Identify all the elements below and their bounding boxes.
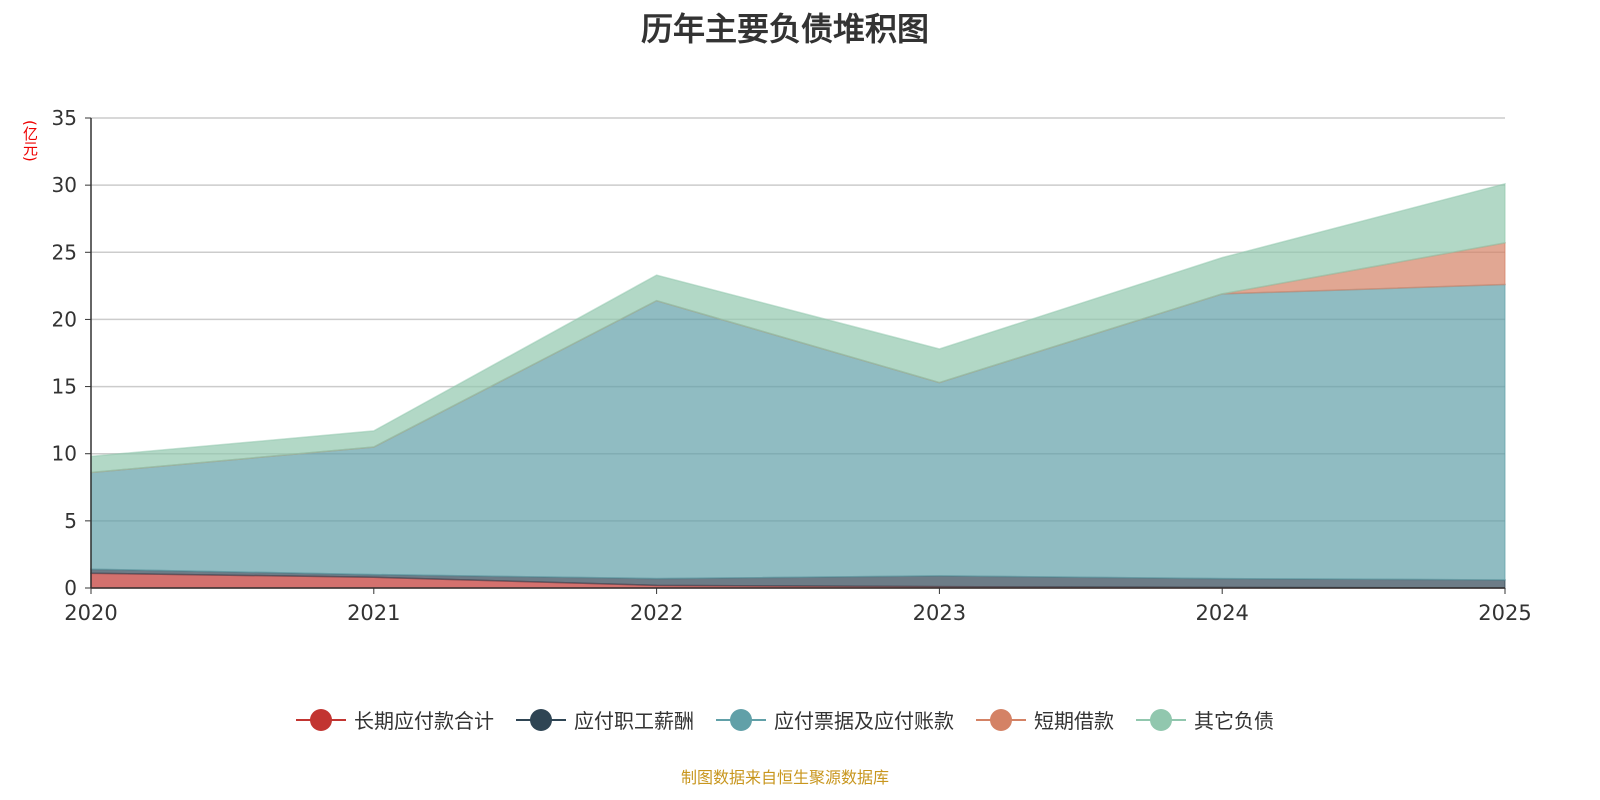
chart-title: 历年主要负债堆积图: [640, 10, 929, 48]
x-tick-label: 2024: [1195, 601, 1248, 625]
legend-label: 其它负债: [1194, 709, 1274, 733]
x-tick-label: 2021: [347, 601, 400, 625]
x-tick-label: 2025: [1478, 601, 1531, 625]
y-tick-label: 35: [52, 106, 77, 130]
y-tick-label: 30: [52, 173, 77, 197]
y-tick-label: 25: [52, 240, 77, 264]
x-tick-label: 2022: [630, 601, 683, 625]
legend-item[interactable]: 其它负债: [1136, 705, 1274, 734]
legend-marker-icon: [976, 708, 1026, 732]
legend-label: 应付票据及应付账款: [774, 709, 954, 733]
legend-item[interactable]: 应付职工薪酬: [516, 705, 694, 734]
area-其它负债: [90, 182, 1506, 474]
x-tick-label: 2023: [913, 601, 966, 625]
y-tick-label: 5: [64, 509, 77, 533]
x-tick-label: 2020: [64, 601, 117, 625]
legend-marker-icon: [716, 708, 766, 732]
y-tick-label: 15: [52, 375, 77, 399]
legend-label: 短期借款: [1034, 709, 1114, 733]
legend-marker-icon: [516, 708, 566, 732]
legend-marker-icon: [296, 708, 346, 732]
y-tick-label: 10: [52, 442, 77, 466]
y-tick-label: 20: [52, 307, 77, 331]
legend-item[interactable]: 长期应付款合计: [296, 705, 494, 734]
y-tick-label: 0: [64, 576, 77, 600]
legend-marker-icon: [1136, 708, 1186, 732]
legend-item[interactable]: 应付票据及应付账款: [716, 705, 954, 734]
legend-item[interactable]: 短期借款: [976, 705, 1114, 734]
legend: 长期应付款合计 应付职工薪酬 应付票据及应付账款 短期借款 其它负债: [0, 705, 1570, 734]
legend-label: 长期应付款合计: [354, 709, 494, 733]
y-axis-unit: (亿元): [21, 120, 39, 162]
data-source-note: 制图数据来自恒生聚源数据库: [680, 768, 889, 787]
legend-label: 应付职工薪酬: [574, 709, 694, 733]
